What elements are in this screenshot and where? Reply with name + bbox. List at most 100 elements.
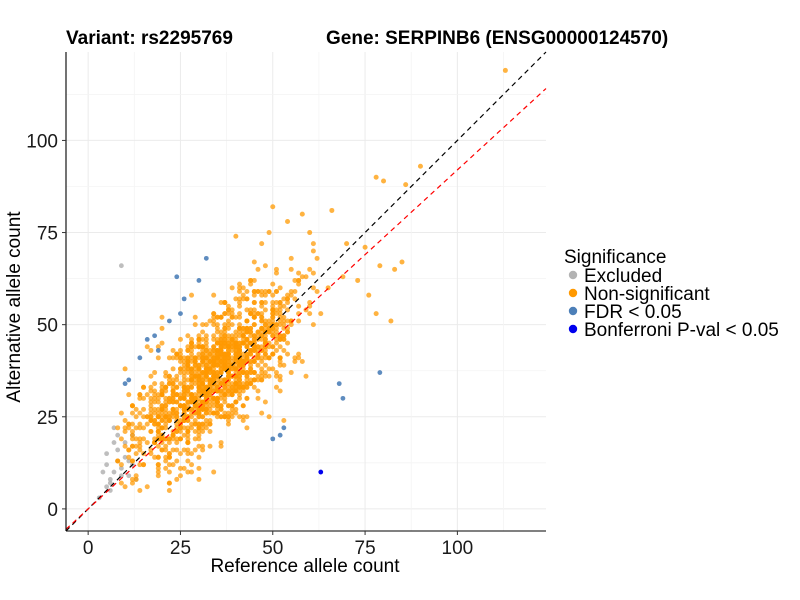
point-non-significant (237, 362, 243, 368)
point-non-significant (155, 429, 161, 435)
point-non-significant (218, 347, 224, 353)
point-non-significant (259, 347, 265, 353)
point-non-significant (229, 333, 235, 339)
point-non-significant (189, 373, 195, 379)
point-non-significant (270, 303, 276, 309)
point-non-significant (163, 384, 169, 390)
point-non-significant (207, 406, 213, 412)
point-non-significant (196, 362, 202, 368)
point-non-significant (237, 281, 243, 287)
point-non-significant (218, 336, 224, 342)
point-non-significant (233, 314, 239, 320)
point-non-significant (174, 355, 180, 361)
point-non-significant (159, 417, 165, 423)
point-non-significant (225, 340, 231, 346)
point-non-significant (233, 384, 239, 390)
point-non-significant (185, 440, 191, 446)
point-non-significant (277, 307, 283, 313)
point-non-significant (122, 484, 128, 490)
point-non-significant (251, 344, 257, 350)
point-non-significant (129, 410, 135, 416)
point-non-significant (222, 362, 228, 368)
point-non-significant (141, 425, 147, 431)
point-non-significant (144, 440, 150, 446)
point-non-significant (200, 329, 206, 335)
point-non-significant (222, 392, 228, 398)
point-non-significant (222, 333, 228, 339)
point-non-significant (214, 325, 220, 331)
point-non-significant (155, 473, 161, 479)
point-non-significant (200, 359, 206, 365)
point-non-significant (233, 406, 239, 412)
point-non-significant (174, 476, 180, 482)
gene-title: Gene: SERPINB6 (ENSG00000124570) (326, 28, 668, 49)
point-non-significant (266, 329, 272, 335)
point-non-significant (262, 263, 268, 269)
point-non-significant (266, 414, 272, 420)
point-non-significant (152, 392, 158, 398)
point-non-significant (170, 392, 176, 398)
point-non-significant (185, 388, 191, 394)
y-tick-label: 50 (37, 316, 58, 337)
point-non-significant (288, 322, 294, 328)
point-non-significant (170, 366, 176, 372)
point-non-significant (203, 421, 209, 427)
point-non-significant (240, 329, 246, 335)
point-non-significant (189, 292, 195, 298)
point-non-significant (163, 414, 169, 420)
point-non-significant (174, 377, 180, 383)
point-non-significant (262, 300, 268, 306)
point-non-significant (192, 429, 198, 435)
point-non-significant (203, 377, 209, 383)
point-non-significant (203, 384, 209, 390)
point-non-significant (152, 417, 158, 423)
point-non-significant (248, 347, 254, 353)
point-non-significant (214, 399, 220, 405)
point-non-significant (148, 399, 154, 405)
point-non-significant (225, 381, 231, 387)
point-non-significant (314, 289, 320, 294)
point-excluded (111, 425, 117, 431)
point-non-significant (225, 410, 231, 416)
point-non-significant (251, 355, 257, 361)
point-non-significant (273, 384, 279, 390)
point-non-significant (166, 487, 172, 493)
point-fdr-0-05 (126, 377, 132, 383)
point-excluded (126, 458, 132, 464)
point-non-significant (218, 366, 224, 372)
point-non-significant (244, 344, 250, 350)
point-non-significant (133, 436, 139, 442)
point-non-significant (122, 417, 128, 423)
point-non-significant (266, 355, 272, 361)
point-non-significant (225, 392, 231, 398)
point-non-significant (189, 410, 195, 416)
point-non-significant (200, 406, 206, 412)
point-non-significant (222, 414, 228, 420)
point-non-significant (255, 289, 261, 294)
point-non-significant (159, 436, 165, 442)
point-non-significant (203, 373, 209, 379)
point-non-significant (181, 395, 187, 401)
point-non-significant (177, 465, 183, 471)
point-non-significant (177, 425, 183, 431)
point-non-significant (222, 399, 228, 405)
point-non-significant (270, 344, 276, 350)
point-non-significant (229, 359, 235, 365)
point-non-significant (189, 340, 195, 346)
point-non-significant (189, 421, 195, 427)
point-non-significant (229, 355, 235, 361)
point-non-significant (240, 388, 246, 394)
y-tick-label: 25 (37, 408, 58, 429)
point-non-significant (207, 351, 213, 357)
point-non-significant (211, 292, 217, 298)
point-non-significant (122, 429, 128, 435)
point-non-significant (174, 392, 180, 398)
point-non-significant (273, 325, 279, 331)
point-non-significant (144, 392, 150, 398)
point-non-significant (203, 392, 209, 398)
point-non-significant (196, 384, 202, 390)
point-non-significant (296, 281, 302, 287)
point-non-significant (152, 381, 158, 387)
point-fdr-0-05 (196, 278, 202, 283)
point-non-significant (152, 370, 158, 376)
